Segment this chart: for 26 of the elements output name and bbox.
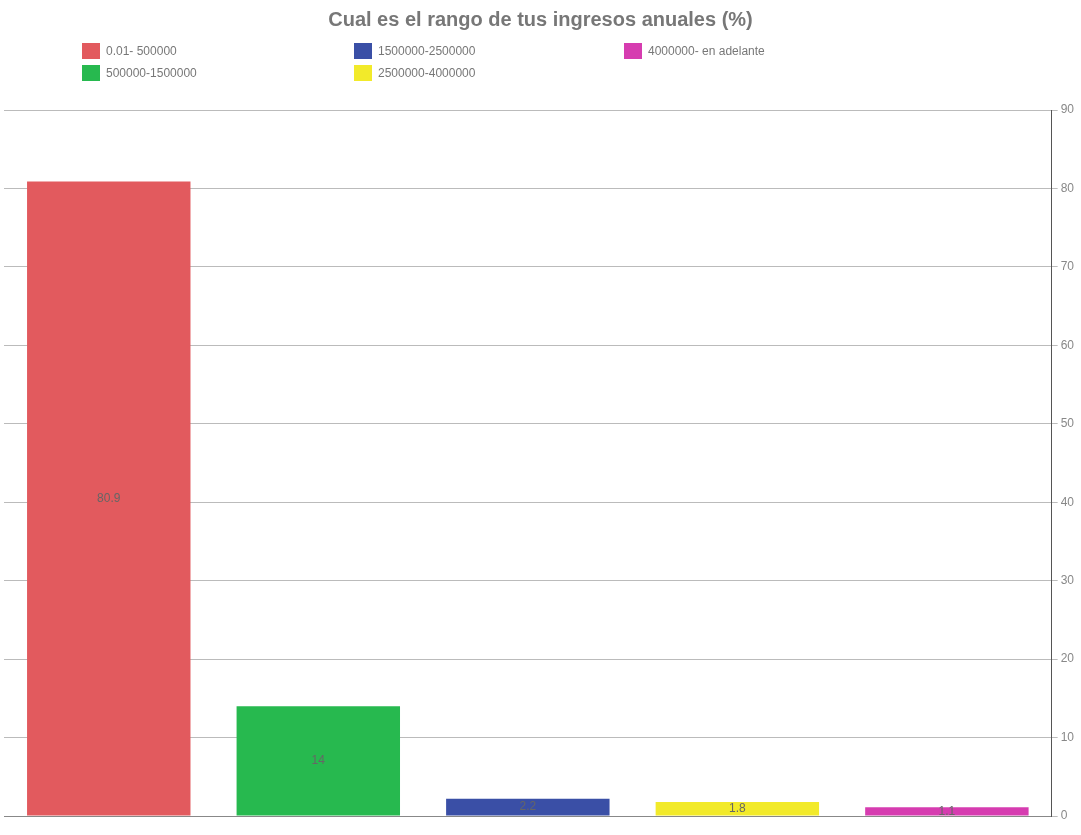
data-label: 1.8 xyxy=(729,801,747,815)
legend-label: 2500000-4000000 xyxy=(378,66,476,80)
y-tick-label: 30 xyxy=(1060,572,1075,587)
y-tick-label: 60 xyxy=(1060,337,1075,352)
bar xyxy=(27,181,191,816)
bar xyxy=(446,798,610,816)
y-tick-label: 80 xyxy=(1060,180,1075,195)
data-label: 14 xyxy=(311,753,326,768)
y-tick-label: 40 xyxy=(1060,494,1075,509)
bar xyxy=(655,801,820,816)
y-tick-label: 10 xyxy=(1060,729,1075,744)
bar xyxy=(865,807,1029,816)
legend-label: 500000-1500000 xyxy=(106,66,197,80)
y-tick-label: 20 xyxy=(1060,651,1075,666)
legend-label: 1500000-2500000 xyxy=(378,44,476,58)
data-label: 1.1 xyxy=(938,803,956,818)
y-tick-label: 90 xyxy=(1060,102,1075,117)
data-label: 80.9 xyxy=(97,490,121,505)
bar xyxy=(236,706,401,816)
y-tick-label: 0 xyxy=(1060,808,1068,823)
data-label: 2.2 xyxy=(519,799,537,814)
legend-label: 4000000- en adelante xyxy=(648,44,765,58)
legend-label: 0.01- 500000 xyxy=(106,44,177,58)
y-tick-label: 50 xyxy=(1060,416,1075,431)
chart-title: Cual es el rango de tus ingresos anuales (%) xyxy=(327,8,754,32)
y-tick-label: 70 xyxy=(1060,259,1075,274)
